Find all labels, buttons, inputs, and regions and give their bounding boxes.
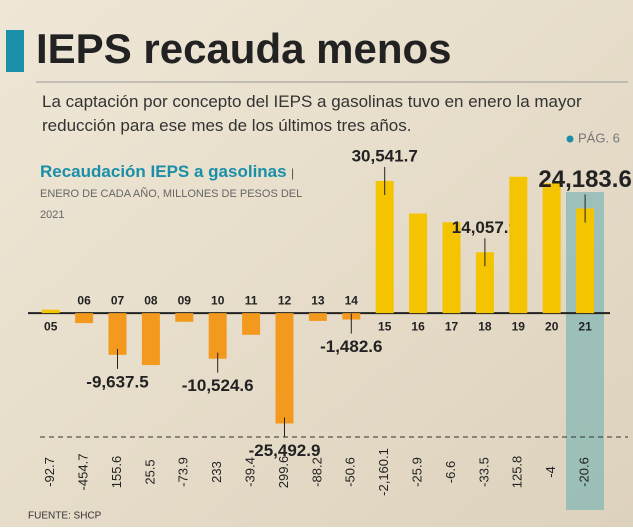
change-label: -4 (543, 466, 558, 478)
page-ref: PÁG. 6 (578, 130, 620, 145)
bar (308, 313, 327, 321)
bar (509, 176, 528, 314)
source: FUENTE: SHCP (28, 511, 102, 522)
bar (542, 183, 561, 314)
headline: IEPS recauda menos (36, 25, 452, 72)
bar (108, 313, 127, 355)
bar (141, 313, 160, 366)
change-label: -73.9 (176, 457, 191, 487)
value-label: -9,637.5 (86, 372, 148, 391)
change-label: 233 (209, 461, 224, 483)
change-label: -50.6 (343, 457, 358, 487)
chart-subtitle: ENERO DE CADA AÑO, MILLONES DE PESOS DEL… (40, 188, 302, 221)
x-tick-label: 12 (278, 293, 292, 307)
x-tick-label: 17 (445, 319, 459, 333)
bar (175, 313, 194, 322)
value-label: 14,057.9 (452, 218, 518, 237)
change-label: -88.2 (309, 457, 324, 487)
change-label: -6.6 (443, 461, 458, 483)
bullet (566, 135, 574, 143)
change-label: 25.5 (142, 459, 157, 484)
change-label: -39.4 (243, 457, 258, 487)
x-tick-label: 14 (345, 293, 359, 307)
value-label: 30,541.7 (352, 146, 418, 165)
chart-title: Recaudación IEPS a gasolinas (40, 162, 287, 181)
bar (75, 313, 94, 324)
x-tick-label: 10 (211, 293, 225, 307)
bar (41, 309, 60, 314)
change-label: -92.7 (42, 457, 57, 487)
value-label: -1,482.6 (320, 337, 382, 356)
bar (275, 313, 294, 424)
x-tick-label: 19 (512, 319, 526, 333)
x-tick-label: 06 (77, 293, 91, 307)
x-tick-label: 16 (411, 319, 425, 333)
value-label: 24,183.6 (538, 166, 631, 193)
value-label: -25,492.9 (249, 441, 321, 460)
bar (475, 252, 494, 314)
subtitle-box: La captación por concepto del IEPS a gas… (42, 92, 582, 135)
change-label: 125.8 (510, 456, 525, 489)
x-tick-label: 18 (478, 319, 492, 333)
change-label: -33.5 (476, 457, 491, 487)
change-label: -20.6 (577, 457, 592, 487)
change-label: -454.7 (76, 454, 91, 491)
subtitle: La captación por concepto del IEPS a gas… (42, 92, 582, 135)
x-tick-label: 09 (178, 293, 192, 307)
bar (375, 180, 394, 314)
x-tick-label: 11 (245, 293, 258, 307)
bar (442, 222, 461, 314)
x-tick-label: 08 (144, 293, 158, 307)
change-label: -25.9 (410, 457, 425, 487)
bar (208, 313, 227, 359)
x-tick-label: 15 (378, 319, 392, 333)
x-tick-label: 21 (578, 319, 592, 333)
value-label: -10,524.6 (182, 376, 254, 395)
bar (242, 313, 261, 335)
x-tick-label: 13 (311, 293, 325, 307)
change-label: -2,160.1 (376, 448, 391, 496)
bar (576, 208, 595, 314)
bar (409, 213, 428, 314)
x-tick-label: 20 (545, 319, 559, 333)
title-accent (6, 30, 24, 72)
change-label: 155.6 (109, 456, 124, 489)
x-tick-label: 05 (44, 319, 58, 333)
x-tick-label: 07 (111, 293, 125, 307)
chart-title-box: Recaudación IEPS a gasolinas | ENERO DE … (40, 162, 302, 221)
change-label: 299.6 (276, 456, 291, 489)
